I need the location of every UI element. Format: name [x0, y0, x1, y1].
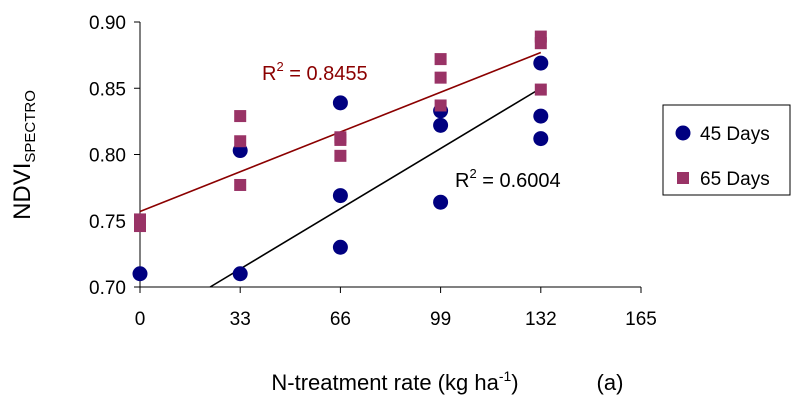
y-tick-label: 0.90: [89, 13, 126, 34]
x-label-sup: -1: [499, 368, 512, 384]
point: [132, 266, 148, 282]
point: [334, 149, 347, 162]
point: [332, 239, 348, 255]
point: [332, 95, 348, 111]
point: [534, 37, 547, 50]
point: [433, 194, 449, 210]
point: [234, 135, 247, 148]
y-label-text: NDVI: [9, 163, 36, 220]
point: [232, 266, 248, 282]
point: [434, 53, 447, 66]
x-tick-label: 66: [330, 309, 351, 330]
y-tick-label: 0.85: [89, 79, 126, 100]
point: [533, 108, 549, 124]
point: [234, 110, 247, 123]
r-sup: 2: [469, 166, 476, 181]
point: [434, 71, 447, 84]
x-tick-label: 0: [135, 309, 146, 330]
x-tick-label: 99: [430, 309, 451, 330]
y-tick-label: 0.80: [89, 146, 126, 167]
point: [534, 83, 547, 96]
x-axis-label: N-treatment rate (kg ha-1): [271, 368, 518, 395]
r-squared-label: R2 = 0.8455: [262, 59, 368, 85]
point: [334, 133, 347, 146]
point: [434, 99, 447, 112]
point: [433, 117, 449, 133]
r-text: = 0.8455: [284, 63, 368, 85]
point: [134, 220, 146, 233]
point: [332, 188, 348, 204]
r-squared-label: R2 = 0.6004: [455, 166, 561, 192]
y-tick-label: 0.75: [89, 212, 126, 233]
point: [533, 131, 549, 147]
x-tick-label: 33: [230, 309, 251, 330]
x-tick-label: 165: [625, 309, 657, 330]
r-base: R: [262, 63, 276, 85]
y-label-sub: SPECTRO: [22, 90, 39, 163]
x-label-text: N-treatment rate (kg ha: [271, 370, 499, 395]
point: [234, 178, 247, 191]
legend-label: 65 Days: [700, 169, 770, 190]
r-base: R: [455, 170, 469, 192]
r-text: = 0.6004: [477, 170, 561, 192]
y-axis-label: NDVISPECTRO: [9, 90, 39, 220]
legend-marker: [677, 172, 689, 184]
x-tick-label: 132: [525, 309, 557, 330]
point: [533, 55, 549, 71]
y-tick-label: 0.70: [89, 278, 126, 299]
trendline: [209, 87, 542, 288]
x-label-end: ): [511, 370, 518, 395]
legend-marker: [675, 125, 691, 141]
legend-label: 45 Days: [700, 124, 770, 145]
r-sup: 2: [276, 59, 283, 74]
annotation: (a): [597, 370, 624, 395]
